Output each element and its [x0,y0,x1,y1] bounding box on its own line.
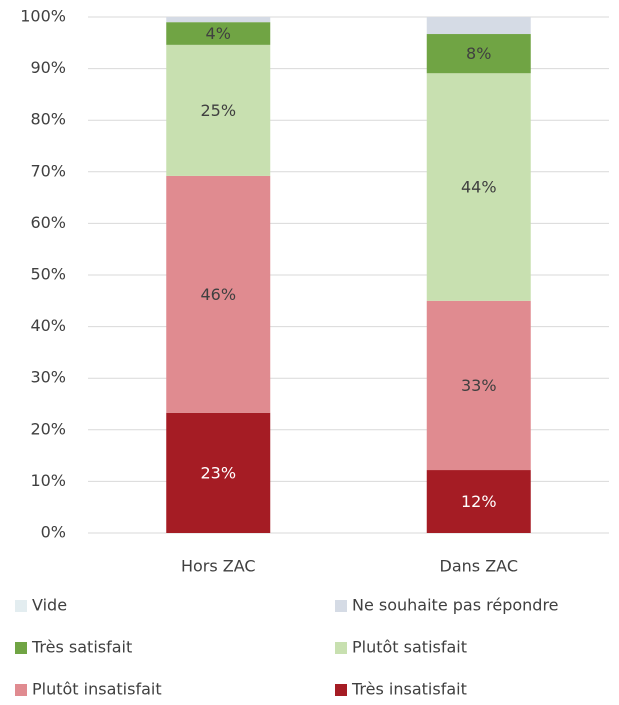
legend-swatch [15,600,27,612]
y-tick-label: 90% [30,58,66,77]
data-label: 12% [461,492,497,511]
x-tick-label: Hors ZAC [181,557,256,576]
legend-swatch [15,684,27,696]
legend-label: Plutôt insatisfait [32,680,162,699]
y-tick-label: 10% [30,471,66,490]
data-label: 25% [200,101,236,120]
bar-segment [426,470,531,533]
y-tick-label: 20% [30,419,66,438]
bar-segment [166,175,271,413]
data-label: 4% [206,24,231,43]
data-label: 8% [466,44,491,63]
bar-segment [426,73,531,301]
y-tick-label: 50% [30,265,66,284]
data-label: 23% [200,463,236,482]
legend-swatch [15,642,27,654]
legend-swatch [335,642,347,654]
y-tick-label: 70% [30,161,66,180]
y-tick-label: 0% [41,523,66,542]
bar-segment [426,300,531,471]
y-tick-label: 30% [30,368,66,387]
bar-segment [426,34,531,74]
x-tick-label: Dans ZAC [440,557,518,576]
bar-segment [166,22,271,45]
legend-swatch [335,684,347,696]
bar-segment [426,17,531,35]
bar-segment [166,17,271,23]
bar-segment [166,44,271,176]
y-tick-label: 80% [30,110,66,129]
legend-label: Très insatisfait [351,680,467,699]
data-label: 44% [461,178,497,197]
legend-label: Ne souhaite pas répondre [352,596,559,615]
y-tick-label: 100% [20,7,66,26]
bar-segment [166,412,271,533]
y-tick-label: 60% [30,213,66,232]
y-tick-label: 40% [30,316,66,335]
data-label: 33% [461,376,497,395]
legend-swatch [335,600,347,612]
data-label: 46% [200,285,236,304]
legend-label: Plutôt satisfait [352,638,467,657]
legend-label: Vide [32,596,67,615]
legend-label: Très satisfait [31,638,132,657]
